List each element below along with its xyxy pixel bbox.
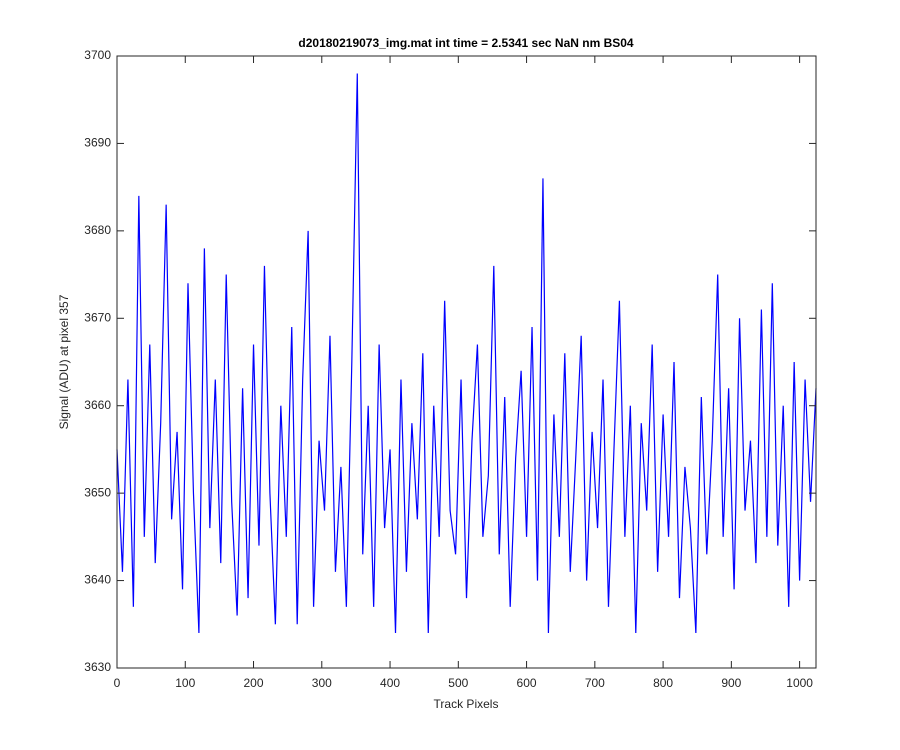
x-tick-label: 700 xyxy=(585,676,605,690)
x-tick-label: 800 xyxy=(653,676,673,690)
chart-title: d20180219073_img.mat int time = 2.5341 s… xyxy=(298,36,634,50)
y-axis-label: Signal (ADU) at pixel 357 xyxy=(57,294,71,429)
x-axis-label: Track Pixels xyxy=(434,697,499,711)
y-tick-label: 3660 xyxy=(84,398,111,412)
x-tick-label: 200 xyxy=(244,676,264,690)
x-tick-label: 600 xyxy=(517,676,537,690)
y-tick-label: 3690 xyxy=(84,136,111,150)
y-tick-label: 3630 xyxy=(84,660,111,674)
x-tick-label: 0 xyxy=(114,676,121,690)
data-line xyxy=(116,73,817,634)
axes-box xyxy=(116,55,817,669)
x-tick-label: 1000 xyxy=(786,676,813,690)
y-tick-label: 3640 xyxy=(84,573,111,587)
y-tick-label: 3650 xyxy=(84,485,111,499)
x-tick-label: 100 xyxy=(175,676,195,690)
y-tick-label: 3670 xyxy=(84,310,111,324)
x-tick-label: 300 xyxy=(312,676,332,690)
x-tick-label: 500 xyxy=(448,676,468,690)
y-tick-label: 3700 xyxy=(84,48,111,62)
x-tick-label: 900 xyxy=(721,676,741,690)
y-tick-label: 3680 xyxy=(84,223,111,237)
x-tick-label: 400 xyxy=(380,676,400,690)
